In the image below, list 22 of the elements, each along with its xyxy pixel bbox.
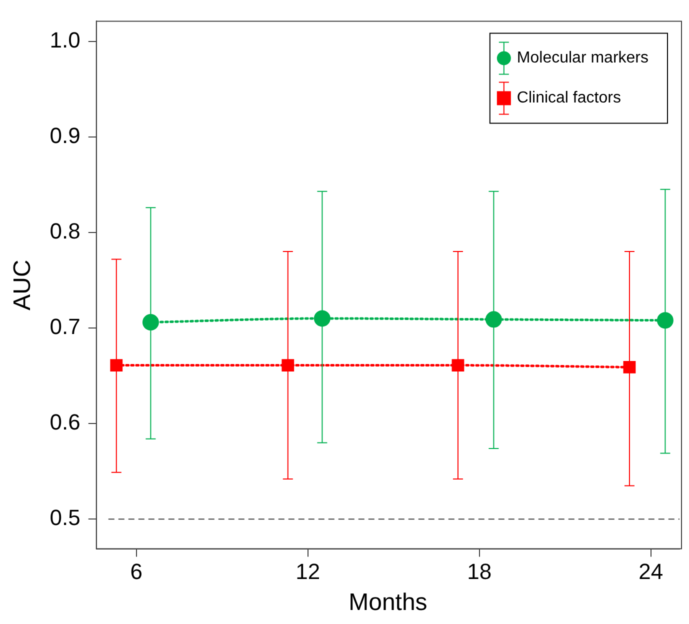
y-tick-label: 0.9 bbox=[50, 122, 80, 148]
y-axis-title: AUC bbox=[9, 260, 36, 310]
legend-label: Molecular markers bbox=[516, 50, 649, 67]
y-tick-label: 0.8 bbox=[50, 218, 80, 244]
y-tick-label: 1.0 bbox=[50, 27, 80, 52]
y-tick-label: 0.7 bbox=[50, 314, 80, 340]
point bbox=[623, 361, 636, 374]
y-tick-label: 0.6 bbox=[50, 410, 80, 435]
x-tick-label: 12 bbox=[296, 559, 320, 584]
x-tick-label: 6 bbox=[130, 559, 143, 584]
x-tick-label: 18 bbox=[467, 559, 492, 584]
legend-label: Clinical factors bbox=[516, 90, 621, 107]
point bbox=[314, 310, 330, 327]
point bbox=[110, 359, 123, 372]
point bbox=[142, 314, 159, 331]
x-tick-label: 24 bbox=[638, 559, 664, 584]
y-tick-label: 0.5 bbox=[50, 505, 80, 530]
point bbox=[452, 359, 464, 372]
x-axis-title: Months bbox=[348, 589, 428, 616]
point bbox=[656, 312, 674, 329]
point bbox=[282, 359, 294, 372]
point bbox=[485, 311, 502, 328]
